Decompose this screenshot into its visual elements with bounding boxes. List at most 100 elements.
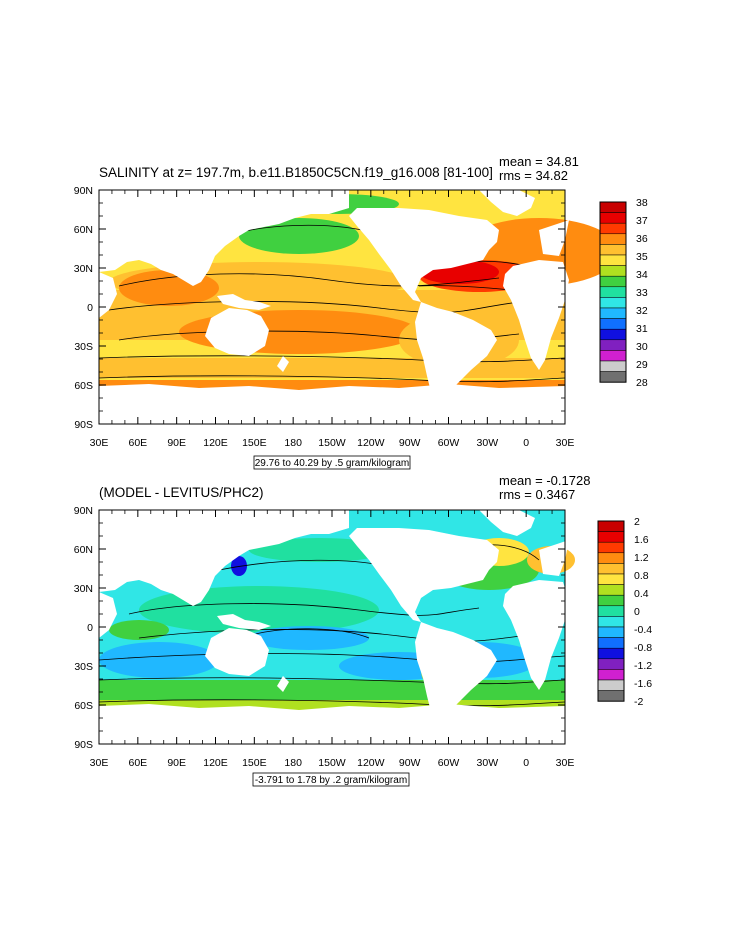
colorbar-label: 0.4	[634, 588, 649, 600]
y-tick-label: 30N	[74, 583, 93, 595]
field-band	[231, 556, 247, 576]
colorbar: 38 37 36 35 34 33 32 31 30 29 28	[599, 197, 648, 389]
y-tick-label: 0	[87, 622, 93, 634]
x-axis: 30E 60E 90E 120E 150E 180 150W 120W 90W 60W 30W 0 30…	[90, 190, 574, 449]
contour-info: 29.76 to 40.29 by .5 gram/kilogram	[255, 458, 410, 469]
colorbar-label: -1.2	[634, 660, 652, 672]
colorbar-swatch	[599, 222, 627, 235]
colorbar-swatch	[597, 563, 625, 575]
salinity-panel: SALINITY at z= 197.7m, b.e11.B1850C5CN.f…	[74, 154, 648, 470]
x-tick-label: 180	[284, 757, 302, 769]
colorbar-swatch	[599, 350, 627, 362]
x-tick-label: 60E	[128, 757, 147, 769]
x-tick-label: 30E	[90, 437, 109, 449]
y-tick-label: 60S	[74, 700, 93, 712]
x-tick-label: 90W	[399, 437, 421, 449]
colorbar-swatch	[597, 573, 625, 585]
colorbar-label: 35	[636, 251, 648, 263]
field-band	[249, 538, 389, 562]
x-tick-label: 150W	[318, 437, 346, 449]
x-tick-label: 150E	[242, 757, 267, 769]
y-axis: 90N 60N 30N 0 30S 60S 90S	[74, 505, 565, 751]
x-tick-label: 0	[523, 437, 529, 449]
mean-stat: mean = 34.81	[499, 154, 579, 169]
colorbar-frame	[599, 201, 627, 383]
colorbar-label: 30	[636, 341, 648, 353]
colorbar-swatch	[599, 244, 627, 256]
x-tick-label: 60W	[438, 437, 460, 449]
field-band	[99, 700, 565, 710]
colorbar-swatch	[599, 254, 627, 266]
panel-title: (MODEL - LEVITUS/PHC2)	[99, 485, 264, 500]
colorbar-label: -2	[634, 696, 643, 708]
colorbar-label: 34	[636, 269, 648, 281]
colorbar-frame	[597, 520, 625, 702]
colorbar-label: 31	[636, 323, 648, 335]
x-tick-label: 120E	[203, 437, 228, 449]
colorbar-label: 33	[636, 287, 648, 299]
colorbar-swatch	[597, 605, 625, 617]
contour-info: -3.791 to 1.78 by .2 gram/kilogram	[255, 775, 407, 786]
x-tick-label: 150E	[242, 437, 267, 449]
colorbar-label: 28	[636, 377, 648, 389]
colorbar-swatch	[599, 297, 627, 309]
x-tick-label: 30W	[477, 757, 499, 769]
colorbar-swatch	[597, 637, 625, 649]
colorbar-swatch	[597, 626, 625, 638]
colorbar-swatch	[599, 371, 627, 383]
colorbar-swatch	[599, 201, 627, 213]
x-tick-label: 90E	[167, 437, 186, 449]
x-tick-label: 120W	[357, 757, 385, 769]
y-tick-label: 90N	[74, 505, 93, 517]
difference-panel: (MODEL - LEVITUS/PHC2) mean = -0.1728 rm…	[74, 473, 652, 787]
colorbar-label: 32	[636, 305, 648, 317]
y-tick-label: 60N	[74, 224, 93, 236]
colorbar-swatch	[597, 531, 625, 543]
colorbar-swatch	[599, 339, 627, 351]
y-tick-label: 60S	[74, 380, 93, 392]
x-tick-label: 180	[284, 437, 302, 449]
y-axis: 90N 60N 30N 0 30S 60S 90S	[74, 185, 565, 431]
x-tick-label: 120W	[357, 437, 385, 449]
rms-stat: rms = 34.82	[499, 168, 568, 183]
colorbar-label: 2	[634, 516, 640, 528]
y-tick-label: 90S	[74, 419, 93, 431]
x-tick-label: 30E	[556, 757, 575, 769]
contour-info-box: 29.76 to 40.29 by .5 gram/kilogram	[253, 455, 411, 470]
colorbar-swatch	[597, 616, 625, 628]
x-tick-label: 150W	[318, 757, 346, 769]
colorbar-swatch	[599, 360, 627, 372]
x-tick-label: 30E	[90, 757, 109, 769]
colorbar-label: 0.8	[634, 570, 649, 582]
colorbar-swatch	[599, 318, 627, 330]
y-tick-label: 90S	[74, 739, 93, 751]
field-band	[99, 642, 219, 678]
colorbar-swatch	[597, 679, 625, 691]
panel-title: SALINITY at z= 197.7m, b.e11.B1850C5CN.f…	[99, 165, 493, 180]
contour-info-box: -3.791 to 1.78 by .2 gram/kilogram	[252, 772, 410, 787]
x-tick-label: 90E	[167, 757, 186, 769]
field-band	[99, 358, 565, 378]
x-tick-label: 0	[523, 757, 529, 769]
colorbar-swatch	[597, 647, 625, 660]
rms-stat: rms = 0.3467	[499, 487, 575, 502]
colorbar-swatch	[597, 552, 625, 564]
colorbar-swatch	[599, 286, 627, 298]
colorbar-swatch	[599, 233, 627, 245]
colorbar: 2 1.6 1.2 0.8 0.4 0 -0.4 -0.8 -1.2 -1.6 -2	[597, 516, 652, 708]
x-tick-label: 60W	[438, 757, 460, 769]
field-band	[109, 620, 169, 640]
map-plot: 90N 60N 30N 0 30S 60S 90S 30E 60E 90E 120E 150E 180…	[74, 505, 575, 769]
y-tick-label: 0	[87, 302, 93, 314]
y-tick-label: 30S	[74, 341, 93, 353]
colorbar-swatch	[599, 265, 627, 277]
colorbar-swatch	[599, 307, 627, 319]
x-tick-label: 120E	[203, 757, 228, 769]
colorbar-label: 1.6	[634, 534, 649, 546]
y-tick-label: 90N	[74, 185, 93, 197]
colorbar-label: 36	[636, 233, 648, 245]
x-tick-label: 30W	[477, 437, 499, 449]
mean-stat: mean = -0.1728	[499, 473, 590, 488]
colorbar-swatch	[597, 658, 625, 670]
